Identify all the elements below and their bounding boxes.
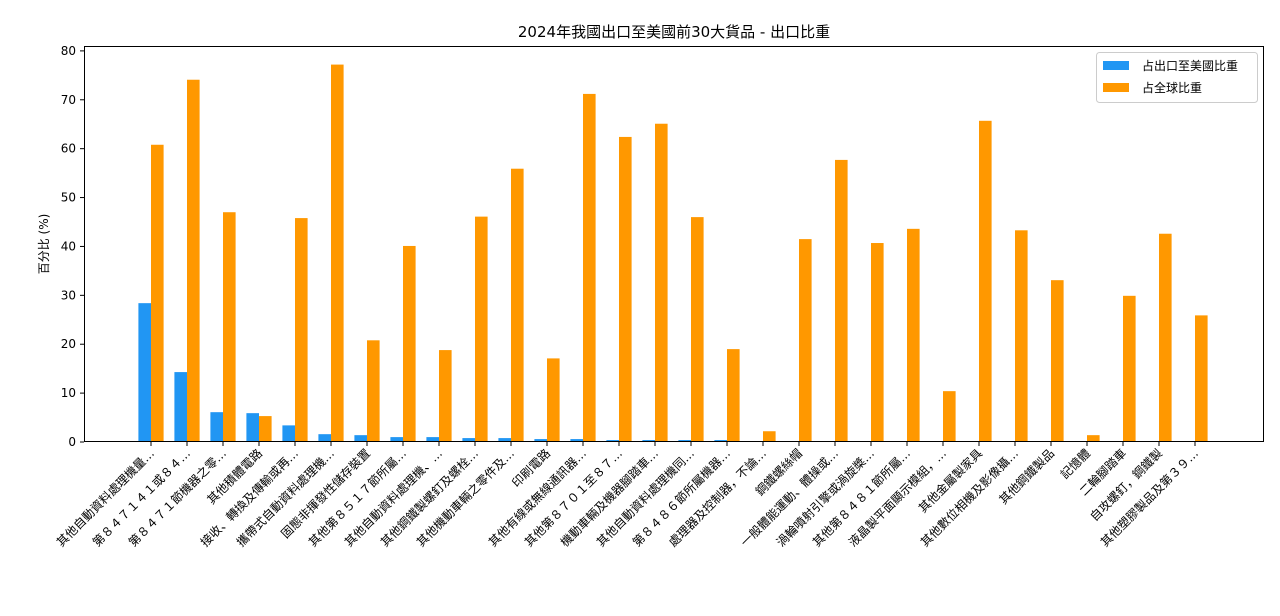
bar: [367, 340, 380, 442]
chart-title: 2024年我國出口至美國前30大貨品 - 出口比重: [518, 23, 830, 41]
bar: [799, 239, 812, 442]
legend-swatch: [1103, 61, 1129, 70]
bar: [462, 438, 475, 442]
bar: [534, 439, 547, 442]
y-tick-label: 40: [61, 239, 76, 253]
bar: [1123, 295, 1136, 442]
bar: [1051, 280, 1064, 442]
bar: [1015, 230, 1028, 442]
y-tick-label: 10: [61, 386, 76, 400]
bar: [354, 435, 367, 442]
legend-entry: 占出口至美國比重: [1142, 58, 1238, 73]
bar: [619, 136, 632, 442]
bar: [282, 425, 295, 442]
y-tick-label: 20: [61, 337, 76, 351]
plot-area: 01020304050607080其他自動資料處理機量…第８４７１４１或８４…第…: [53, 44, 1264, 549]
bar: [151, 144, 164, 442]
y-tick-label: 70: [61, 93, 76, 107]
bar: [295, 218, 308, 442]
bar: [583, 93, 596, 442]
bar: [318, 434, 331, 442]
bar: [259, 416, 272, 442]
bar: [763, 431, 776, 442]
bar: [246, 413, 259, 442]
x-tick-label: 其他金屬製家具: [915, 446, 985, 516]
bar: [187, 79, 200, 442]
bar: [390, 437, 403, 442]
y-tick-label: 60: [61, 142, 76, 156]
bar: [403, 245, 416, 442]
legend-entry: 占全球比重: [1142, 80, 1202, 95]
x-tick-label: 記憶體: [1057, 446, 1093, 482]
bar: [210, 412, 223, 442]
bar: [511, 168, 524, 442]
bar: [223, 212, 236, 442]
bar: [570, 439, 583, 442]
bar: [727, 349, 740, 442]
legend-swatch: [1103, 83, 1129, 92]
legend-box: [1096, 52, 1258, 103]
bar: [174, 372, 187, 442]
bar: [835, 159, 848, 442]
bar: [426, 437, 439, 442]
bar: [475, 216, 488, 442]
bar: [331, 64, 344, 442]
bar: [655, 123, 668, 442]
y-tick-label: 50: [61, 191, 76, 205]
bar: [691, 217, 704, 442]
bar: [138, 303, 151, 442]
y-tick-label: 30: [61, 288, 76, 302]
bar: [871, 243, 884, 442]
bar: [943, 391, 956, 442]
axes-frame: [84, 46, 1264, 442]
bar: [1159, 233, 1172, 442]
y-tick-label: 0: [68, 435, 76, 449]
bar: [907, 228, 920, 442]
bar: [1087, 435, 1100, 442]
bar: [498, 438, 511, 442]
y-tick-label: 80: [61, 44, 76, 58]
y-axis-label: 百分比 (%): [37, 214, 51, 275]
bar: [1195, 315, 1208, 442]
bar: [439, 350, 452, 442]
bar: [547, 358, 560, 442]
bar: [979, 120, 992, 443]
